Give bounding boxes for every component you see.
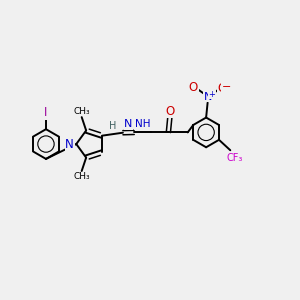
Text: NH: NH	[135, 119, 150, 129]
Text: O: O	[218, 82, 227, 95]
Text: H: H	[109, 121, 116, 131]
Text: O: O	[166, 104, 175, 118]
Text: I: I	[44, 106, 48, 119]
Text: N: N	[124, 119, 133, 129]
Text: −: −	[222, 82, 231, 92]
Text: +: +	[208, 90, 215, 99]
Text: CH₃: CH₃	[74, 107, 90, 116]
Text: O: O	[189, 81, 198, 94]
Text: N: N	[204, 92, 212, 102]
Text: N: N	[65, 138, 74, 151]
Text: CF₃: CF₃	[226, 153, 243, 163]
Text: CH₃: CH₃	[74, 172, 90, 182]
